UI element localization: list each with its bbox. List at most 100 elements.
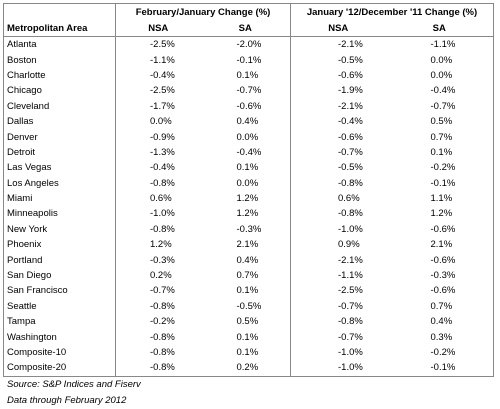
change-value: 0.1%	[200, 67, 291, 84]
table-row: Miami 0.6% 1.2% 0.6% 1.1%	[3, 190, 494, 207]
table-row: Las Vegas -0.4% 0.1% -0.5% -0.2%	[3, 160, 494, 176]
change-value: 0.7%	[200, 267, 291, 284]
change-value: 0.0%	[430, 54, 453, 66]
change-value: -0.5%	[338, 54, 363, 66]
change-value: 0.1%	[200, 344, 291, 361]
change-value: -0.4%	[200, 144, 291, 161]
change-value: -0.8%	[150, 331, 175, 343]
change-value: -0.7%	[430, 100, 456, 112]
change-value: -0.6%	[338, 69, 363, 81]
area-name: San Francisco	[3, 283, 116, 299]
change-value: -1.1%	[430, 39, 456, 51]
change-value: 0.7%	[430, 300, 453, 312]
change-value: -1.0%	[338, 347, 363, 358]
change-value: -1.1%	[338, 270, 363, 282]
table-row: Los Angeles -0.8% 0.0% -0.8% -0.1%	[3, 175, 494, 191]
change-value: -0.4%	[150, 69, 175, 81]
table-row: Cleveland -1.7% -0.6% -2.1% -0.7%	[3, 98, 494, 114]
group-header-row: February/January Change (%) January '12/…	[3, 3, 494, 20]
change-value: -1.0%	[338, 362, 363, 374]
change-value: -0.2%	[150, 316, 175, 328]
change-value: -0.8%	[338, 208, 363, 220]
change-value: -0.8%	[338, 316, 363, 328]
area-name: Cleveland	[3, 98, 116, 114]
table-row: Phoenix 1.2% 2.1% 0.9% 2.1%	[3, 237, 494, 253]
change-value: -1.0%	[150, 208, 175, 220]
change-value: -0.3%	[200, 221, 291, 238]
column-header: NSA	[290, 20, 386, 37]
change-value: -0.2%	[430, 347, 456, 358]
change-value: -2.1%	[338, 254, 363, 266]
change-value: -2.1%	[338, 100, 363, 112]
table-row: Composite-10 -0.8% 0.1% -1.0% -0.2%	[3, 344, 494, 361]
change-value: -2.0%	[200, 36, 291, 53]
change-value: 0.9%	[338, 239, 360, 251]
table-row: Seattle -0.8% -0.5% -0.7% 0.7%	[3, 298, 494, 315]
area-name: Los Angeles	[3, 175, 116, 191]
table-row: Atlanta -2.5% -2.0% -2.1% -1.1%	[3, 36, 494, 53]
change-value: 1.2%	[200, 190, 291, 207]
area-name: Detroit	[3, 144, 116, 161]
change-value: -0.7%	[338, 300, 363, 312]
change-value: 0.1%	[200, 160, 291, 176]
table-row: Portland -0.3% 0.4% -2.1% -0.6%	[3, 252, 494, 268]
change-value: -0.6%	[430, 254, 456, 266]
change-value: -1.1%	[150, 54, 175, 66]
change-value: 2.1%	[200, 237, 291, 253]
change-value: 1.2%	[430, 208, 453, 220]
change-value: -0.1%	[430, 177, 456, 189]
change-value: -0.5%	[200, 298, 291, 315]
area-name: Seattle	[3, 298, 116, 315]
area-name: Boston	[3, 52, 116, 68]
area-name: Minneapolis	[3, 206, 116, 222]
change-value: -0.7%	[150, 285, 175, 297]
table-row: Boston -1.1% -0.1% -0.5% 0.0%	[3, 52, 494, 68]
change-value: -0.9%	[150, 131, 175, 143]
change-value: -0.8%	[150, 362, 175, 374]
change-value: -1.0%	[338, 223, 363, 235]
change-value: 0.5%	[430, 116, 453, 128]
change-value: 0.1%	[200, 329, 291, 345]
change-value: 1.2%	[150, 239, 172, 251]
change-value: 1.1%	[430, 193, 453, 205]
area-name: Atlanta	[3, 36, 116, 53]
change-value: -0.3%	[430, 270, 456, 282]
change-value: 0.6%	[150, 193, 172, 205]
table-row: Detroit -1.3% -0.4% -0.7% 0.1%	[3, 144, 494, 161]
area-name: Miami	[3, 190, 116, 207]
data-table: February/January Change (%) January '12/…	[3, 3, 495, 377]
table-row: San Francisco -0.7% 0.1% -2.5% -0.6%	[3, 283, 494, 299]
change-value: 0.0%	[200, 175, 291, 191]
column-header-row: Metropolitan Area NSA SA NSA SA	[3, 20, 494, 37]
change-value: -0.1%	[200, 52, 291, 68]
change-value: -2.1%	[338, 39, 363, 51]
footnote: Data through February 2012	[7, 395, 127, 406]
change-value: -1.9%	[338, 85, 363, 97]
area-name: Washington	[3, 329, 116, 345]
change-value: 1.2%	[200, 206, 291, 222]
change-value: -0.6%	[430, 223, 456, 235]
change-value: -2.5%	[338, 285, 363, 297]
group-header: January '12/December '11 Change (%)	[306, 6, 478, 18]
area-name: Composite-20	[3, 360, 116, 377]
change-value: -0.6%	[430, 285, 456, 297]
change-value: -2.5%	[150, 85, 175, 97]
change-value: -0.4%	[430, 85, 456, 97]
change-value: 0.0%	[200, 129, 291, 145]
column-header: SA	[385, 20, 494, 37]
area-name: San Diego	[3, 267, 116, 284]
change-value: -0.8%	[150, 177, 175, 189]
change-value: -0.8%	[338, 177, 363, 189]
table-row: Washington -0.8% 0.1% -0.7% 0.3%	[3, 329, 494, 345]
change-value: -0.6%	[200, 98, 291, 114]
change-value: -0.8%	[150, 223, 175, 235]
change-value: -0.1%	[430, 362, 456, 374]
table-row: Composite-20 -0.8% 0.2% -1.0% -0.1%	[3, 360, 494, 377]
change-value: 0.2%	[150, 270, 172, 282]
column-header: SA	[200, 20, 291, 37]
area-name: Phoenix	[3, 237, 116, 253]
change-value: 0.2%	[200, 360, 291, 377]
area-name: Chicago	[3, 83, 116, 99]
group-header: February/January Change (%)	[115, 3, 291, 20]
change-value: -0.7%	[200, 83, 291, 99]
